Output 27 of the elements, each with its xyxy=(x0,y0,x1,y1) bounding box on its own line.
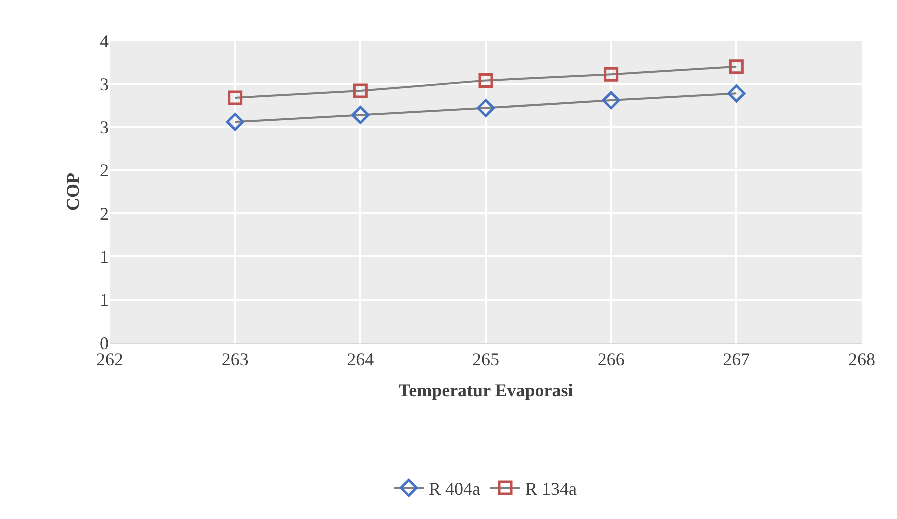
point xyxy=(352,106,370,124)
x-tick-label: 264 xyxy=(347,350,374,370)
point xyxy=(353,84,368,98)
y-axis-title: COP xyxy=(63,173,84,211)
y-tick-label: 2 xyxy=(100,204,109,224)
point xyxy=(476,99,496,118)
point xyxy=(602,91,620,110)
x-tick-label: 265 xyxy=(472,350,500,370)
y-tick-label: 3 xyxy=(100,74,109,94)
point xyxy=(728,84,746,103)
point xyxy=(226,113,244,132)
x-tick-label: 263 xyxy=(222,350,249,370)
point xyxy=(604,67,619,82)
point xyxy=(729,60,744,74)
x-tick-label: 266 xyxy=(598,350,625,370)
y-tick-label: 4 xyxy=(100,31,109,52)
x-tick-label: 268 xyxy=(848,350,876,370)
y-tick-label: 1 xyxy=(100,247,109,268)
y-tick-label: 1 xyxy=(100,290,109,310)
y-tick-label: 2 xyxy=(100,160,109,181)
legend-label: R 134a xyxy=(526,479,578,500)
y-tick-label: 3 xyxy=(100,118,109,138)
x-axis-title: Temperatur Evaporasi xyxy=(398,380,574,401)
point xyxy=(478,73,494,88)
point xyxy=(228,90,243,106)
legend-label: R 404a xyxy=(429,479,481,500)
x-tick-label: 267 xyxy=(723,350,750,370)
